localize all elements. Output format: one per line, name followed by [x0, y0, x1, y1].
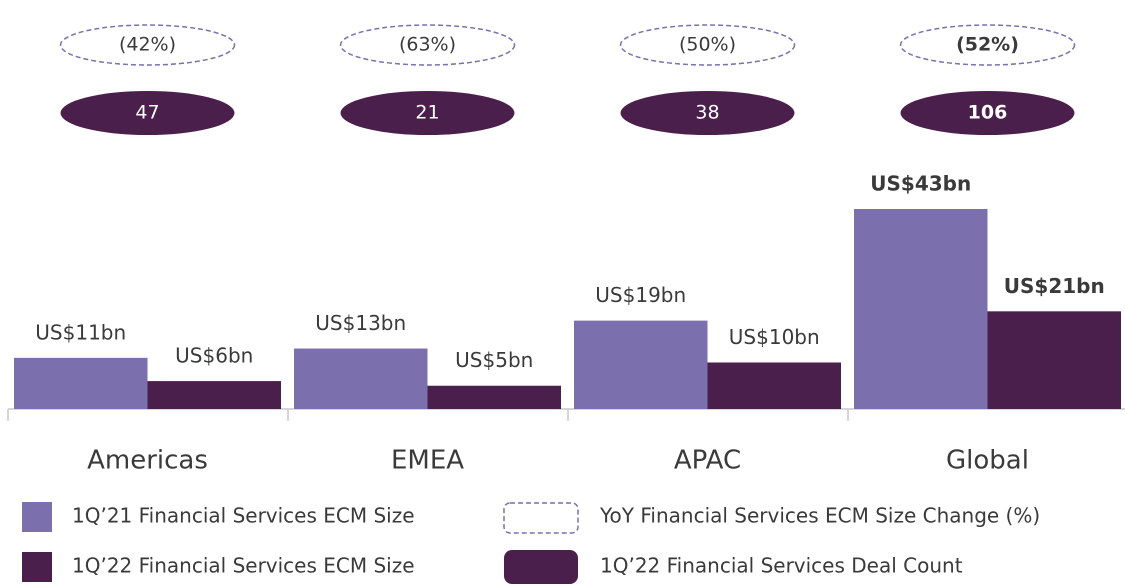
bar: [574, 320, 708, 409]
deal-count-label: 21: [415, 102, 439, 124]
value-label: US$21bn: [1004, 274, 1105, 298]
bar: [707, 362, 841, 409]
bar: [147, 381, 281, 409]
bar: [987, 311, 1121, 409]
yoy-label: (42%): [119, 34, 176, 56]
legend-label: 1Q’22 Financial Services ECM Size: [72, 554, 415, 578]
category-label: APAC: [674, 446, 741, 476]
deal-count-oval: [620, 91, 795, 135]
yoy-label: (50%): [679, 34, 736, 56]
value-label: US$13bn: [315, 311, 406, 335]
category-label: Americas: [87, 446, 208, 476]
legend-swatch: [22, 552, 52, 582]
yoy-label: (63%): [399, 34, 456, 56]
value-label: US$6bn: [175, 344, 253, 368]
legend-label: 1Q’22 Financial Services Deal Count: [600, 554, 963, 578]
yoy-oval: [899, 24, 1076, 66]
deal-count-oval: [900, 91, 1075, 135]
bar: [294, 348, 428, 409]
category-label: EMEA: [391, 446, 464, 476]
bar: [854, 209, 988, 409]
legend-label: YoY Financial Services ECM Size Change (…: [599, 504, 1040, 528]
value-label: US$43bn: [870, 172, 971, 196]
yoy-oval: [59, 24, 236, 66]
value-label: US$11bn: [35, 320, 126, 344]
value-label: US$5bn: [455, 348, 533, 372]
value-label: US$19bn: [595, 283, 686, 307]
bar: [14, 357, 148, 409]
yoy-oval: [619, 24, 796, 66]
category-label: Global: [946, 446, 1029, 476]
legend-swatch: [504, 550, 578, 584]
bar: [427, 385, 561, 409]
value-label: US$10bn: [729, 325, 820, 349]
deal-count-label: 47: [135, 102, 159, 124]
legend-swatch: [503, 502, 579, 534]
deal-count-oval: [60, 91, 235, 135]
yoy-label: (52%): [956, 34, 1019, 56]
deal-count-label: 38: [695, 102, 719, 124]
legend-label: 1Q’21 Financial Services ECM Size: [72, 504, 415, 528]
legend-swatch: [22, 502, 52, 532]
yoy-oval: [339, 24, 516, 66]
deal-count-label: 106: [968, 102, 1008, 124]
deal-count-oval: [340, 91, 515, 135]
